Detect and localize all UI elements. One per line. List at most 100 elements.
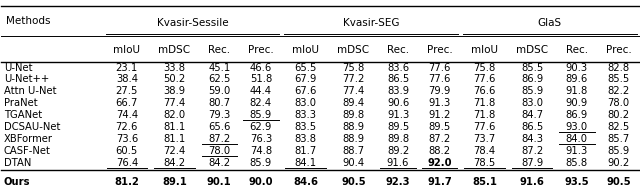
Text: 74.8: 74.8 — [250, 146, 272, 156]
Text: U-Net++: U-Net++ — [4, 74, 49, 85]
Text: 83.0: 83.0 — [294, 99, 317, 108]
Text: 67.6: 67.6 — [294, 86, 317, 96]
Text: 89.4: 89.4 — [342, 99, 364, 108]
Text: 91.2: 91.2 — [429, 111, 451, 120]
Text: 91.3: 91.3 — [566, 146, 588, 156]
Text: 90.5: 90.5 — [341, 177, 365, 187]
Text: 78.4: 78.4 — [474, 146, 495, 156]
Text: 82.5: 82.5 — [607, 122, 630, 132]
Text: 90.3: 90.3 — [566, 62, 588, 73]
Text: 90.9: 90.9 — [566, 99, 588, 108]
Text: 73.7: 73.7 — [473, 134, 495, 144]
Text: 74.4: 74.4 — [116, 111, 138, 120]
Text: 83.0: 83.0 — [521, 99, 543, 108]
Text: 87.2: 87.2 — [429, 134, 451, 144]
Text: 38.4: 38.4 — [116, 74, 138, 85]
Text: 78.0: 78.0 — [607, 99, 630, 108]
Text: 65.5: 65.5 — [294, 62, 317, 73]
Text: 77.4: 77.4 — [342, 86, 364, 96]
Text: 86.9: 86.9 — [521, 74, 543, 85]
Text: mDSC: mDSC — [159, 45, 191, 55]
Text: 77.6: 77.6 — [429, 62, 451, 73]
Text: 90.0: 90.0 — [249, 177, 273, 187]
Text: 91.6: 91.6 — [387, 158, 409, 168]
Text: 85.9: 85.9 — [521, 86, 543, 96]
Text: 82.4: 82.4 — [250, 99, 272, 108]
Text: 82.2: 82.2 — [607, 86, 630, 96]
Text: 23.1: 23.1 — [116, 62, 138, 73]
Text: 91.3: 91.3 — [429, 99, 451, 108]
Text: 90.5: 90.5 — [606, 177, 631, 187]
Text: Rec.: Rec. — [387, 45, 409, 55]
Text: 81.1: 81.1 — [163, 134, 186, 144]
Text: 82.0: 82.0 — [163, 111, 186, 120]
Text: 90.1: 90.1 — [207, 177, 232, 187]
Text: Rec.: Rec. — [208, 45, 230, 55]
Text: 79.9: 79.9 — [429, 86, 451, 96]
Text: 85.5: 85.5 — [521, 62, 543, 73]
Text: mIoU: mIoU — [113, 45, 140, 55]
Text: 93.5: 93.5 — [564, 177, 589, 187]
Text: 81.1: 81.1 — [163, 122, 186, 132]
Text: 77.6: 77.6 — [473, 74, 495, 85]
Text: 85.5: 85.5 — [607, 74, 630, 85]
Text: 67.9: 67.9 — [294, 74, 317, 85]
Text: 71.8: 71.8 — [473, 111, 495, 120]
Text: 86.9: 86.9 — [566, 111, 588, 120]
Text: 83.3: 83.3 — [294, 111, 317, 120]
Text: 85.1: 85.1 — [472, 177, 497, 187]
Text: 84.2: 84.2 — [163, 158, 186, 168]
Text: 86.5: 86.5 — [387, 74, 409, 85]
Text: 83.5: 83.5 — [294, 122, 317, 132]
Text: 85.9: 85.9 — [250, 111, 272, 120]
Text: 86.5: 86.5 — [521, 122, 543, 132]
Text: 77.2: 77.2 — [342, 74, 365, 85]
Text: 73.6: 73.6 — [116, 134, 138, 144]
Text: 83.8: 83.8 — [294, 134, 317, 144]
Text: 62.9: 62.9 — [250, 122, 272, 132]
Text: 88.9: 88.9 — [342, 122, 364, 132]
Text: 89.8: 89.8 — [342, 111, 364, 120]
Text: 59.0: 59.0 — [208, 86, 230, 96]
Text: 66.7: 66.7 — [116, 99, 138, 108]
Text: 72.6: 72.6 — [116, 122, 138, 132]
Text: Kvasir-Sessile: Kvasir-Sessile — [157, 18, 228, 28]
Text: Methods: Methods — [6, 16, 51, 26]
Text: 90.6: 90.6 — [387, 99, 409, 108]
Text: 83.9: 83.9 — [387, 86, 409, 96]
Text: 91.8: 91.8 — [566, 86, 588, 96]
Text: 85.9: 85.9 — [607, 146, 630, 156]
Text: 77.6: 77.6 — [473, 122, 495, 132]
Text: 46.6: 46.6 — [250, 62, 272, 73]
Text: 65.6: 65.6 — [208, 122, 230, 132]
Text: 85.8: 85.8 — [566, 158, 588, 168]
Text: 88.2: 88.2 — [429, 146, 451, 156]
Text: 83.6: 83.6 — [387, 62, 409, 73]
Text: 89.5: 89.5 — [429, 122, 451, 132]
Text: 84.3: 84.3 — [521, 134, 543, 144]
Text: 85.9: 85.9 — [250, 158, 272, 168]
Text: 78.5: 78.5 — [473, 158, 495, 168]
Text: 38.9: 38.9 — [163, 86, 186, 96]
Text: 76.4: 76.4 — [116, 158, 138, 168]
Text: XBFormer: XBFormer — [4, 134, 53, 144]
Text: Prec.: Prec. — [427, 45, 452, 55]
Text: 84.2: 84.2 — [208, 158, 230, 168]
Text: 77.6: 77.6 — [429, 74, 451, 85]
Text: 80.2: 80.2 — [607, 111, 630, 120]
Text: 89.2: 89.2 — [387, 146, 409, 156]
Text: 84.0: 84.0 — [566, 134, 588, 144]
Text: 75.8: 75.8 — [473, 62, 495, 73]
Text: 92.0: 92.0 — [428, 158, 452, 168]
Text: mDSC: mDSC — [337, 45, 369, 55]
Text: 87.9: 87.9 — [521, 158, 543, 168]
Text: 27.5: 27.5 — [116, 86, 138, 96]
Text: 82.8: 82.8 — [607, 62, 630, 73]
Text: TGANet: TGANet — [4, 111, 42, 120]
Text: DTAN: DTAN — [4, 158, 31, 168]
Text: 88.9: 88.9 — [342, 134, 364, 144]
Text: 89.6: 89.6 — [566, 74, 588, 85]
Text: 84.1: 84.1 — [294, 158, 317, 168]
Text: 72.4: 72.4 — [163, 146, 186, 156]
Text: mDSC: mDSC — [516, 45, 548, 55]
